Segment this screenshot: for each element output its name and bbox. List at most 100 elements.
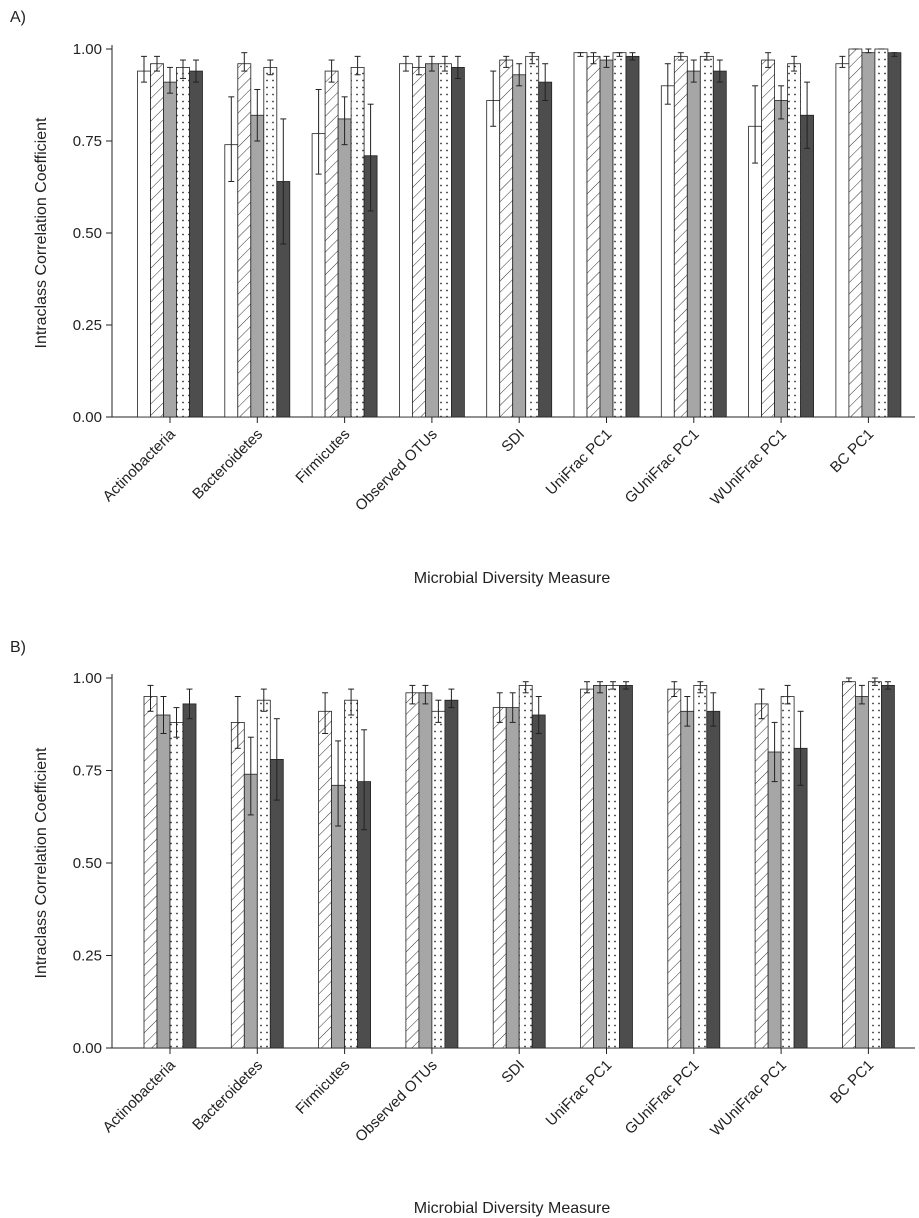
y-tick-label: 0.75	[73, 763, 102, 780]
bar	[156, 714, 171, 1049]
bar	[835, 63, 850, 418]
bar	[143, 696, 158, 1049]
x-tick-label: Firmicutes	[292, 1057, 353, 1118]
y-tick-label: 0.50	[73, 225, 102, 242]
bar	[230, 722, 245, 1049]
bar	[525, 55, 540, 418]
x-axis-label: Microbial Diversity Measure	[414, 1200, 611, 1217]
bar	[625, 55, 640, 418]
bar	[169, 722, 184, 1049]
x-axis-label: Microbial Diversity Measure	[414, 570, 611, 587]
x-tick-label: Actinobacteria	[100, 425, 180, 505]
bar	[492, 707, 507, 1049]
bar	[787, 63, 801, 418]
bar	[619, 685, 633, 1049]
bar	[667, 688, 682, 1049]
bar	[150, 63, 164, 418]
x-tick-label: BC PC1	[827, 426, 877, 476]
x-tick-label: Bacteroidetes	[189, 1057, 266, 1134]
bar	[237, 63, 252, 418]
bar	[842, 681, 856, 1049]
panel-b: B) 0.00 0.25 0.50 0.75 1.00 Intraclass Correla…	[10, 639, 915, 1217]
bar	[163, 81, 177, 418]
x-tick-label: Observed OTUs	[352, 1057, 441, 1146]
bar	[780, 696, 795, 1049]
bar	[224, 144, 239, 418]
bar	[324, 70, 339, 418]
bar	[418, 692, 433, 1049]
bar	[761, 59, 775, 418]
bar	[182, 703, 197, 1049]
panel-label: A)	[10, 9, 26, 26]
bar	[573, 52, 588, 418]
bar	[250, 114, 265, 418]
x-tick-label: SDI	[498, 426, 528, 456]
bar	[680, 710, 695, 1049]
bar	[660, 85, 675, 418]
bar	[311, 133, 326, 418]
y-tick-label: 0.25	[73, 948, 102, 965]
bar	[531, 714, 546, 1049]
y-tick-label: 1.00	[73, 670, 102, 687]
y-axis-label: Intraclass Correlation Coefficient	[33, 117, 50, 348]
bar	[269, 759, 284, 1049]
bar	[793, 747, 808, 1049]
bar	[686, 70, 701, 418]
y-tick-label: 1.00	[73, 41, 102, 58]
bar	[774, 100, 788, 418]
bar	[855, 696, 869, 1049]
bar	[887, 52, 902, 418]
x-tick-label: WUniFrac PC1	[707, 426, 790, 509]
bar	[848, 48, 863, 418]
bar	[800, 114, 814, 418]
bar	[411, 67, 426, 418]
bar	[599, 59, 614, 418]
x-tick-label: Actinobacteria	[100, 1056, 180, 1136]
bar	[486, 100, 501, 418]
bar	[437, 63, 452, 418]
bar	[444, 699, 459, 1049]
bar	[189, 70, 203, 418]
x-tick-label: SDI	[498, 1057, 528, 1087]
y-axis-label: Intraclass Correlation Coefficient	[33, 747, 50, 978]
bar	[874, 48, 889, 418]
bar	[767, 751, 782, 1049]
x-tick-label: BC PC1	[827, 1057, 877, 1107]
bar	[606, 685, 620, 1049]
bar	[612, 52, 627, 418]
bar	[706, 710, 721, 1049]
x-tick-label: GUniFrac PC1	[622, 426, 703, 507]
bar	[450, 67, 465, 418]
bar	[431, 710, 446, 1049]
x-tick-label: WUniFrac PC1	[707, 1057, 790, 1140]
y-tick-label: 0.00	[73, 1040, 102, 1057]
bar	[580, 688, 594, 1049]
bar	[176, 67, 190, 418]
y-tick-label: 0.50	[73, 855, 102, 872]
bar	[424, 63, 439, 418]
bar	[712, 70, 727, 418]
x-tick-label: Observed OTUs	[352, 426, 441, 515]
bar	[699, 55, 714, 418]
y-tick-label: 0.25	[73, 317, 102, 334]
x-tick-label: GUniFrac PC1	[622, 1057, 703, 1138]
bar	[350, 67, 365, 418]
x-tick-label: Bacteroidetes	[189, 426, 266, 503]
bar	[868, 681, 882, 1049]
bar	[693, 685, 708, 1049]
bar	[881, 685, 895, 1049]
bar	[512, 74, 527, 418]
bar	[505, 707, 520, 1049]
bar	[538, 81, 553, 418]
bar	[137, 70, 151, 418]
bar	[748, 125, 762, 418]
panel-label: B)	[10, 639, 26, 656]
bar	[398, 63, 413, 418]
bar	[263, 67, 278, 418]
x-tick-label: UniFrac PC1	[543, 1057, 616, 1130]
bar	[673, 55, 688, 418]
bar	[499, 59, 514, 418]
bar	[337, 118, 352, 418]
bar	[256, 699, 271, 1049]
